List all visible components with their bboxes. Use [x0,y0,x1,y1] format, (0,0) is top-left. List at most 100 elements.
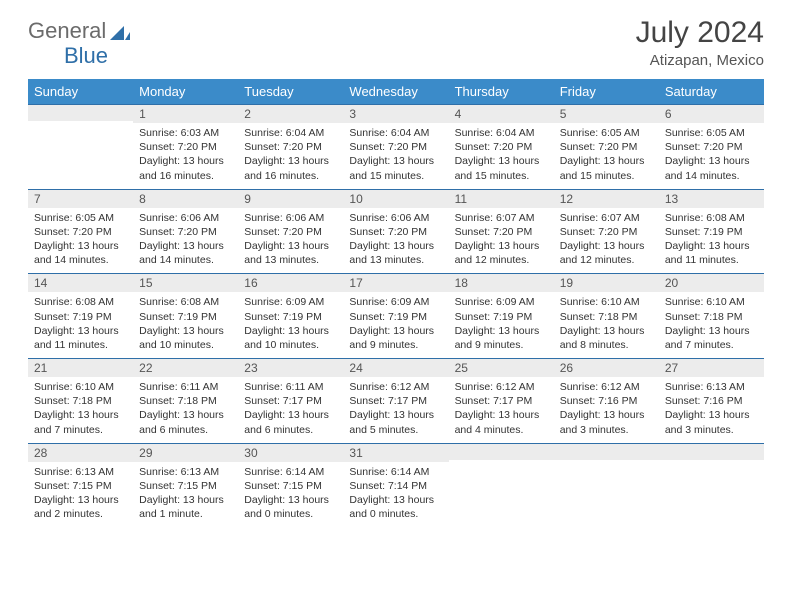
day-number: 2 [238,104,343,123]
weekday-header: Thursday [449,79,554,104]
day-data: Sunrise: 6:09 AMSunset: 7:19 PMDaylight:… [449,292,554,358]
day-number: 26 [554,358,659,377]
day-number: 10 [343,189,448,208]
day-cell: 1Sunrise: 6:03 AMSunset: 7:20 PMDaylight… [133,104,238,189]
weekday-header: Friday [554,79,659,104]
day-number [554,443,659,460]
day-cell: 4Sunrise: 6:04 AMSunset: 7:20 PMDaylight… [449,104,554,189]
day-cell: 24Sunrise: 6:12 AMSunset: 7:17 PMDayligh… [343,358,448,443]
day-cell: 18Sunrise: 6:09 AMSunset: 7:19 PMDayligh… [449,273,554,358]
day-data: Sunrise: 6:12 AMSunset: 7:16 PMDaylight:… [554,377,659,443]
day-number: 25 [449,358,554,377]
sunrise-text: Sunrise: 6:05 AM [560,126,653,140]
day-data: Sunrise: 6:08 AMSunset: 7:19 PMDaylight:… [28,292,133,358]
sunset-text: Sunset: 7:18 PM [665,310,758,324]
daylight-text: Daylight: 13 hours and 16 minutes. [244,154,337,182]
day-data: Sunrise: 6:04 AMSunset: 7:20 PMDaylight:… [238,123,343,189]
day-data: Sunrise: 6:05 AMSunset: 7:20 PMDaylight:… [659,123,764,189]
day-cell: 8Sunrise: 6:06 AMSunset: 7:20 PMDaylight… [133,189,238,274]
sunrise-text: Sunrise: 6:04 AM [455,126,548,140]
sunset-text: Sunset: 7:16 PM [560,394,653,408]
day-cell [554,443,659,528]
daylight-text: Daylight: 13 hours and 6 minutes. [139,408,232,436]
sunrise-text: Sunrise: 6:09 AM [349,295,442,309]
sunrise-text: Sunrise: 6:08 AM [665,211,758,225]
week-row: 1Sunrise: 6:03 AMSunset: 7:20 PMDaylight… [28,104,764,189]
day-number: 11 [449,189,554,208]
sunrise-text: Sunrise: 6:07 AM [560,211,653,225]
daylight-text: Daylight: 13 hours and 11 minutes. [34,324,127,352]
sunrise-text: Sunrise: 6:14 AM [349,465,442,479]
daylight-text: Daylight: 13 hours and 14 minutes. [665,154,758,182]
daylight-text: Daylight: 13 hours and 13 minutes. [349,239,442,267]
sunrise-text: Sunrise: 6:06 AM [349,211,442,225]
day-data: Sunrise: 6:05 AMSunset: 7:20 PMDaylight:… [28,208,133,274]
sunset-text: Sunset: 7:19 PM [244,310,337,324]
sunset-text: Sunset: 7:15 PM [139,479,232,493]
day-cell [449,443,554,528]
daylight-text: Daylight: 13 hours and 0 minutes. [244,493,337,521]
sunset-text: Sunset: 7:18 PM [139,394,232,408]
daylight-text: Daylight: 13 hours and 9 minutes. [455,324,548,352]
weekday-header: Tuesday [238,79,343,104]
calendar-head: Sunday Monday Tuesday Wednesday Thursday… [28,79,764,104]
day-number: 7 [28,189,133,208]
daylight-text: Daylight: 13 hours and 15 minutes. [349,154,442,182]
sunrise-text: Sunrise: 6:05 AM [34,211,127,225]
day-cell: 10Sunrise: 6:06 AMSunset: 7:20 PMDayligh… [343,189,448,274]
daylight-text: Daylight: 13 hours and 4 minutes. [455,408,548,436]
day-number: 18 [449,273,554,292]
weekday-header: Monday [133,79,238,104]
day-data: Sunrise: 6:07 AMSunset: 7:20 PMDaylight:… [449,208,554,274]
sunrise-text: Sunrise: 6:10 AM [34,380,127,394]
day-data: Sunrise: 6:05 AMSunset: 7:20 PMDaylight:… [554,123,659,189]
calendar-body: 1Sunrise: 6:03 AMSunset: 7:20 PMDaylight… [28,104,764,527]
day-cell: 14Sunrise: 6:08 AMSunset: 7:19 PMDayligh… [28,273,133,358]
day-cell: 2Sunrise: 6:04 AMSunset: 7:20 PMDaylight… [238,104,343,189]
sunset-text: Sunset: 7:19 PM [349,310,442,324]
day-number: 17 [343,273,448,292]
daylight-text: Daylight: 13 hours and 0 minutes. [349,493,442,521]
day-data: Sunrise: 6:09 AMSunset: 7:19 PMDaylight:… [343,292,448,358]
day-number: 5 [554,104,659,123]
day-number: 3 [343,104,448,123]
day-number: 29 [133,443,238,462]
sunset-text: Sunset: 7:20 PM [665,140,758,154]
day-number: 1 [133,104,238,123]
month-title: July 2024 [636,18,764,48]
sunrise-text: Sunrise: 6:03 AM [139,126,232,140]
location-label: Atizapan, Mexico [636,52,764,69]
daylight-text: Daylight: 13 hours and 10 minutes. [139,324,232,352]
day-cell: 23Sunrise: 6:11 AMSunset: 7:17 PMDayligh… [238,358,343,443]
weekday-header: Wednesday [343,79,448,104]
sunrise-text: Sunrise: 6:10 AM [665,295,758,309]
day-cell: 20Sunrise: 6:10 AMSunset: 7:18 PMDayligh… [659,273,764,358]
sunrise-text: Sunrise: 6:13 AM [34,465,127,479]
day-number: 6 [659,104,764,123]
sunrise-text: Sunrise: 6:09 AM [455,295,548,309]
daylight-text: Daylight: 13 hours and 3 minutes. [560,408,653,436]
day-cell [28,104,133,189]
sunrise-text: Sunrise: 6:13 AM [665,380,758,394]
daylight-text: Daylight: 13 hours and 9 minutes. [349,324,442,352]
daylight-text: Daylight: 13 hours and 8 minutes. [560,324,653,352]
sunset-text: Sunset: 7:19 PM [34,310,127,324]
title-block: July 2024 Atizapan, Mexico [636,18,764,69]
day-data: Sunrise: 6:06 AMSunset: 7:20 PMDaylight:… [238,208,343,274]
sunrise-text: Sunrise: 6:07 AM [455,211,548,225]
sunset-text: Sunset: 7:20 PM [455,140,548,154]
daylight-text: Daylight: 13 hours and 6 minutes. [244,408,337,436]
day-data: Sunrise: 6:07 AMSunset: 7:20 PMDaylight:… [554,208,659,274]
sunrise-text: Sunrise: 6:08 AM [139,295,232,309]
sunset-text: Sunset: 7:18 PM [34,394,127,408]
sunset-text: Sunset: 7:20 PM [455,225,548,239]
day-cell: 19Sunrise: 6:10 AMSunset: 7:18 PMDayligh… [554,273,659,358]
day-number: 31 [343,443,448,462]
sunset-text: Sunset: 7:20 PM [139,225,232,239]
sunrise-text: Sunrise: 6:10 AM [560,295,653,309]
sunset-text: Sunset: 7:17 PM [455,394,548,408]
sunrise-text: Sunrise: 6:09 AM [244,295,337,309]
day-data: Sunrise: 6:06 AMSunset: 7:20 PMDaylight:… [133,208,238,274]
sunrise-text: Sunrise: 6:06 AM [139,211,232,225]
daylight-text: Daylight: 13 hours and 13 minutes. [244,239,337,267]
